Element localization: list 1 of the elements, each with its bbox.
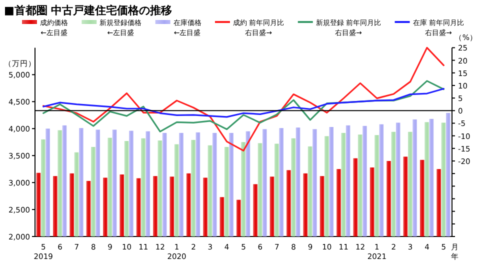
chart-title: ■首都圏 中古戸建住宅価格の推移 <box>4 4 172 17</box>
